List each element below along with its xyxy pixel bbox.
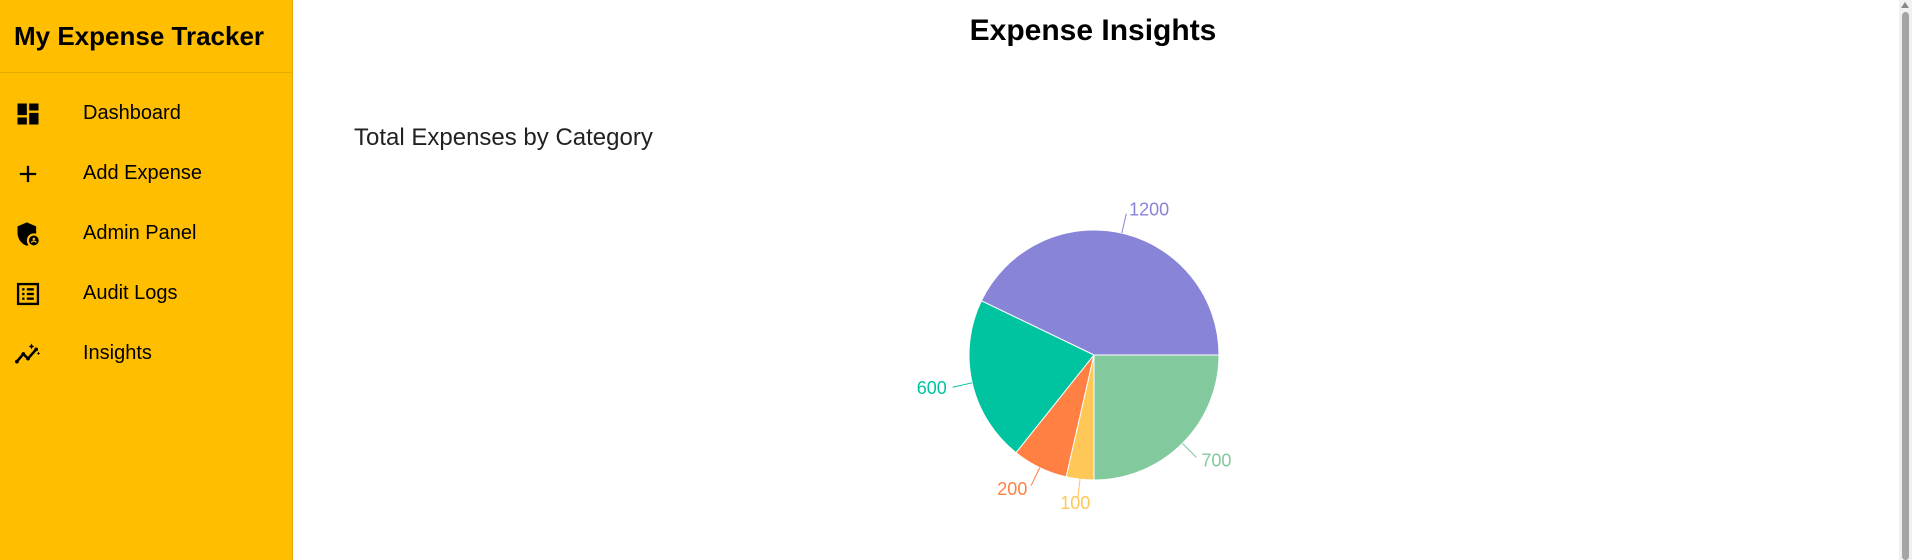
pie-label-line — [1121, 213, 1127, 234]
sidebar-item-label: Audit Logs — [83, 282, 178, 304]
sidebar-item-label: Dashboard — [83, 102, 181, 124]
insights-icon — [15, 343, 41, 364]
scrollbar-thumb[interactable] — [1902, 12, 1909, 560]
pie-data-label: 600 — [917, 378, 947, 398]
sidebar-item-dashboard[interactable]: Dashboard — [0, 84, 292, 144]
chart-title: Total Expenses by Category — [354, 124, 653, 151]
admin-shield-icon — [17, 222, 39, 246]
list-icon — [16, 282, 40, 306]
scroll-up-arrow-icon[interactable] — [1901, 2, 1909, 8]
sidebar-item-add-expense[interactable]: Add Expense — [0, 144, 292, 204]
pie-label-line — [1077, 479, 1081, 500]
pie-label-line — [952, 382, 973, 388]
pie-label-line — [1182, 443, 1197, 458]
sidebar-item-admin-panel[interactable]: Admin Panel — [0, 204, 292, 264]
page-title: Expense Insights — [969, 14, 1217, 47]
pie-slice[interactable] — [1093, 354, 1220, 481]
sidebar: My Expense Tracker Dashboard Add Expense… — [0, 0, 293, 560]
pie-data-label: 100 — [1060, 493, 1090, 513]
pie-data-label: 700 — [1201, 450, 1231, 470]
dashboard-icon — [17, 103, 39, 125]
pie-slice[interactable] — [980, 229, 1220, 356]
sidebar-item-audit-logs[interactable]: Audit Logs — [0, 264, 292, 324]
pie-label-line — [1030, 467, 1041, 486]
sidebar-item-label: Insights — [83, 342, 152, 364]
sidebar-item-label: Admin Panel — [83, 222, 197, 244]
main-content: Expense Insights Total Expenses by Categ… — [293, 0, 1899, 560]
app-title: My Expense Tracker — [0, 0, 292, 73]
pie-data-label: 200 — [997, 479, 1027, 499]
sidebar-item-insights[interactable]: Insights — [0, 324, 292, 384]
sidebar-item-label: Add Expense — [83, 162, 202, 184]
pie-chart: 1200 600 200 100 700 — [917, 200, 1232, 513]
pie-slice[interactable] — [968, 300, 1095, 454]
pie-data-label: 1200 — [1129, 200, 1169, 220]
vertical-scrollbar[interactable] — [1899, 0, 1912, 560]
plus-icon — [19, 165, 37, 183]
